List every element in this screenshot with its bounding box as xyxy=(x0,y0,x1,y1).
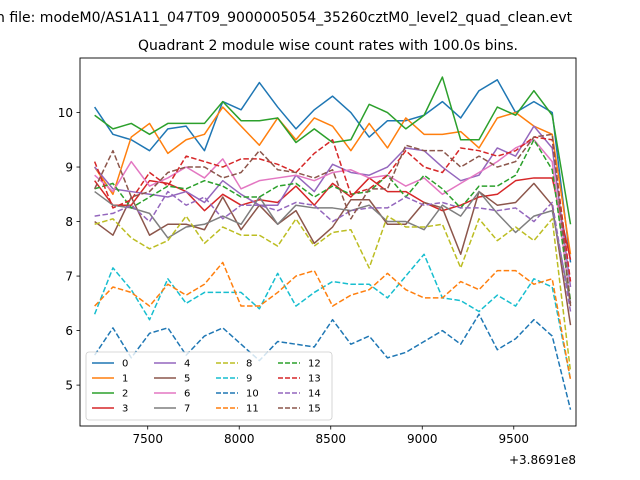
series-line-5 xyxy=(94,182,572,326)
x-tick-label: 7500 xyxy=(132,432,163,446)
legend-label-11: 11 xyxy=(246,404,259,415)
y-tick-label: 8 xyxy=(65,215,73,229)
legend-box xyxy=(85,351,333,421)
y-tick-label: 10 xyxy=(58,106,73,120)
y-tick-label: 9 xyxy=(65,160,73,174)
y-axis: 5 6 7 8 9 10 xyxy=(58,106,80,392)
series-line-3 xyxy=(94,177,572,260)
legend-label-14: 14 xyxy=(308,389,321,400)
y-tick-label: 5 xyxy=(65,378,73,392)
legend-label-1: 1 xyxy=(122,374,128,385)
series-layer xyxy=(93,76,572,410)
series-line-11 xyxy=(94,261,572,380)
series-line-8 xyxy=(94,215,572,372)
x-offset-label: +3.8691e8 xyxy=(509,453,576,467)
axes-frame xyxy=(79,57,577,427)
x-tick-label: 9000 xyxy=(407,432,438,446)
legend-label-3: 3 xyxy=(122,404,128,415)
x-tick-label: 8500 xyxy=(315,432,346,446)
y-tick-label: 6 xyxy=(65,324,73,338)
series-line-15 xyxy=(93,133,572,307)
y-tick-label: 7 xyxy=(65,269,73,283)
legend-label-15: 15 xyxy=(308,404,321,415)
legend-label-6: 6 xyxy=(184,389,190,400)
series-line-12 xyxy=(94,139,572,301)
series-line-6 xyxy=(94,139,572,304)
x-tick-label: 9500 xyxy=(498,432,529,446)
series-line-13 xyxy=(93,136,572,282)
x-tick-label: 8000 xyxy=(224,432,255,446)
series-line-2 xyxy=(94,76,572,225)
series-line-7 xyxy=(94,190,572,304)
legend-label-0: 0 xyxy=(122,359,128,370)
legend-label-5: 5 xyxy=(184,374,190,385)
chart-title: Quadrant 2 module wise count rates with … xyxy=(138,38,518,54)
legend-label-13: 13 xyxy=(308,374,321,385)
legend-label-4: 4 xyxy=(184,359,190,370)
series-line-14 xyxy=(94,190,572,312)
legend-label-12: 12 xyxy=(308,359,321,370)
legend-label-8: 8 xyxy=(246,359,252,370)
series-line-9 xyxy=(93,253,572,380)
series-line-1 xyxy=(94,106,572,255)
legend-label-9: 9 xyxy=(246,374,252,385)
x-axis: 7500 8000 8500 9000 9500 xyxy=(132,426,529,446)
legend-label-2: 2 xyxy=(122,389,128,400)
chart-suptitle: n file: modeM0/AS1A11_047T09_9000005054_… xyxy=(0,10,573,26)
legend-label-10: 10 xyxy=(246,389,259,400)
series-line-10 xyxy=(94,313,572,410)
plot-area xyxy=(93,76,572,410)
series-line-0 xyxy=(94,79,572,263)
legend-label-7: 7 xyxy=(184,404,190,415)
